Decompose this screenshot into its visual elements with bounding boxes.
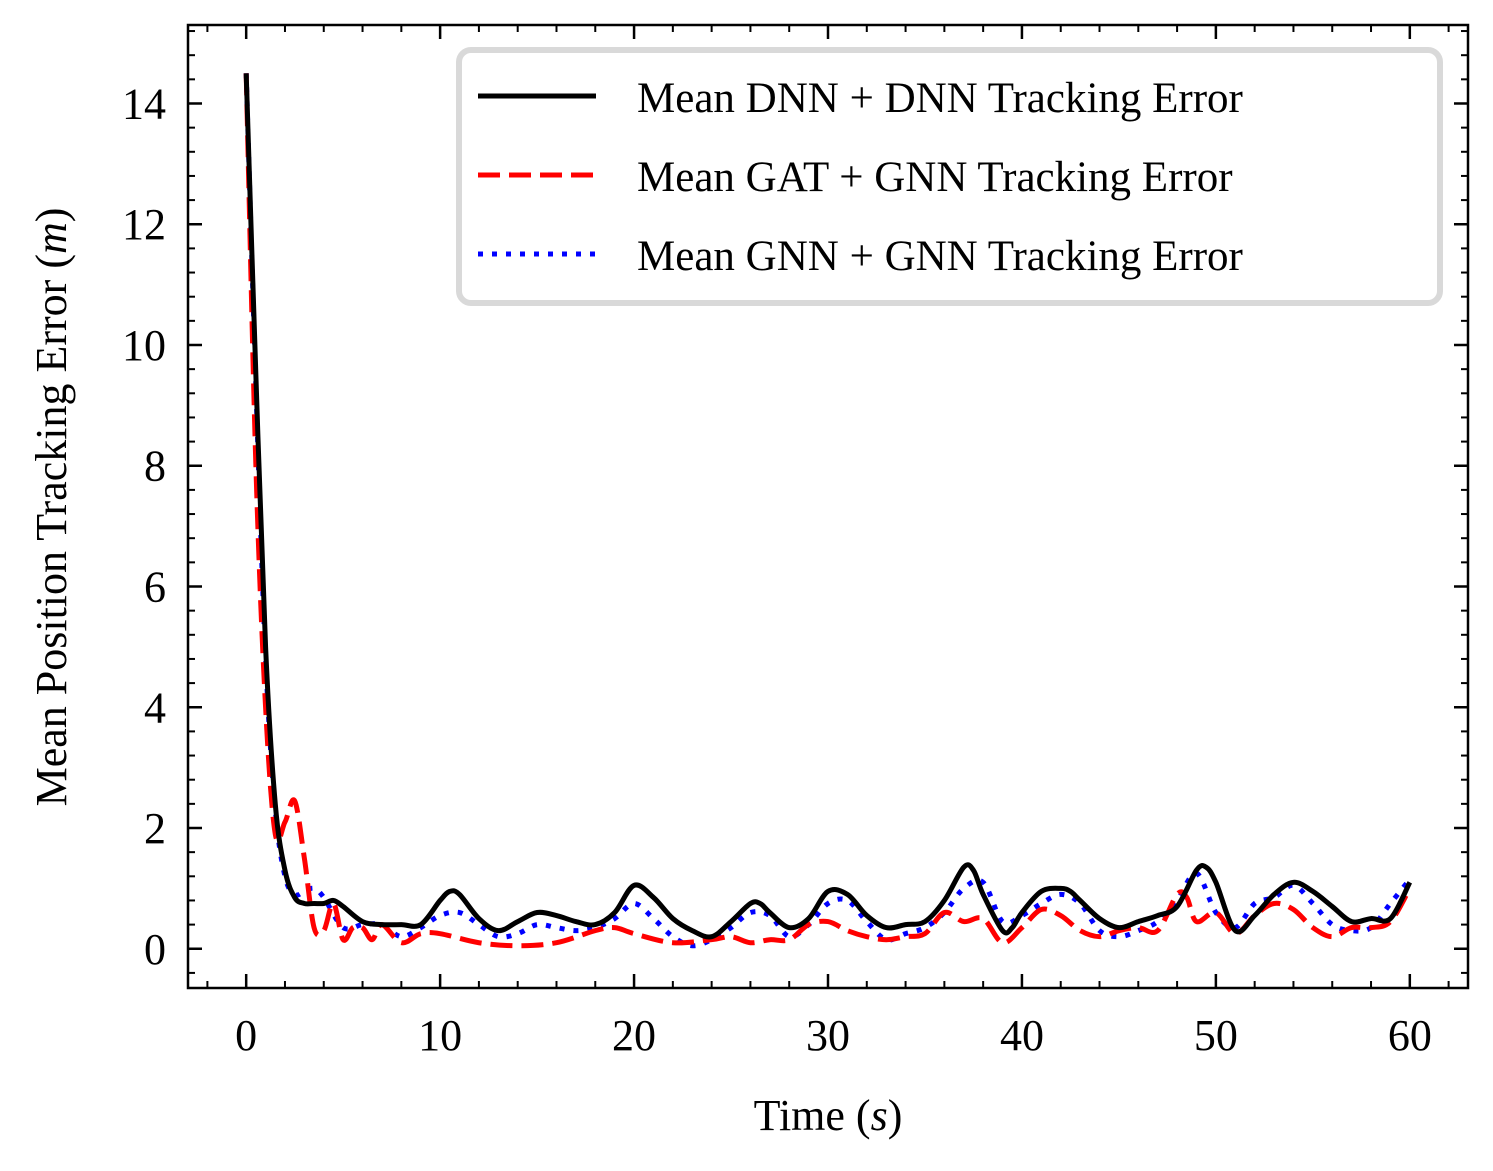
- y-tick-label: 8: [144, 442, 166, 491]
- y-tick-label: 2: [144, 804, 166, 853]
- series-layer: [243, 73, 1413, 949]
- x-tick-label: 30: [806, 1011, 850, 1060]
- y-tick-label: 10: [122, 321, 166, 370]
- x-tick-label: 40: [1000, 1011, 1044, 1060]
- legend: Mean DNN + DNN Tracking Error Mean GAT +…: [456, 47, 1443, 306]
- y-tick-label: 4: [144, 683, 166, 732]
- y-axis-label: Mean Position Tracking Error (m): [27, 208, 76, 807]
- x-tick-label: 50: [1194, 1011, 1238, 1060]
- x-tick-label: 60: [1388, 1011, 1432, 1060]
- y-tick-label: 14: [122, 79, 166, 128]
- y-tick-label: 12: [122, 200, 166, 249]
- series-line-gat-gnn: [243, 73, 1413, 949]
- tick-label-layer: 0 10 20 30 40 50 60 0 2 4 6 8 10 12 14: [122, 79, 1432, 1060]
- x-tick-label: 0: [235, 1011, 257, 1060]
- y-tick-label: 6: [144, 562, 166, 611]
- legend-label-dnn-dnn: Mean DNN + DNN Tracking Error: [637, 75, 1243, 122]
- x-tick-label: 20: [612, 1011, 656, 1060]
- x-tick-label: 10: [418, 1011, 462, 1060]
- series-line-dnn-dnn: [243, 73, 1413, 940]
- legend-label-gat-gnn: Mean GAT + GNN Tracking Error: [637, 154, 1233, 201]
- legend-box: [456, 47, 1443, 306]
- plot-frame: [186, 23, 1470, 990]
- series-line-gnn-gnn: [243, 73, 1412, 949]
- x-axis-label: Time (s): [754, 1091, 903, 1140]
- y-tick-label: 0: [144, 925, 166, 974]
- legend-label-gnn-gnn: Mean GNN + GNN Tracking Error: [637, 233, 1243, 280]
